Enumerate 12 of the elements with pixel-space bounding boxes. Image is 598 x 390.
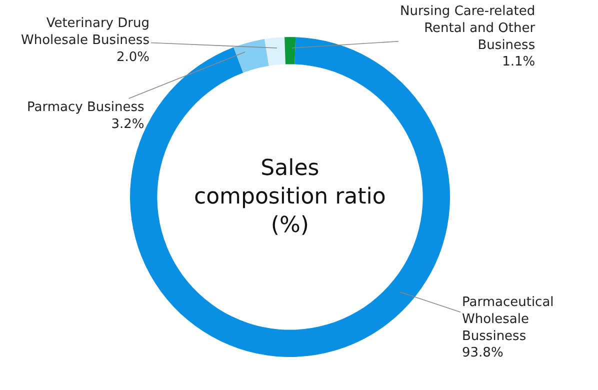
data-label: 1.1% [502,54,536,70]
data-label: 93.8% [462,346,504,361]
donut-slice [234,39,269,73]
data-label: 3.2% [111,116,144,132]
donut-slice [264,37,286,66]
text: Sales composition ratio (%) [194,156,386,238]
slice-label: Veterinary Drug Wholesale Business [21,16,150,48]
donut-slice [284,37,296,64]
data-label: 2.0% [116,50,150,65]
slice-label: Nursing Care-related Rental and Other Business [400,4,536,53]
slice-label: Parmacy Business [27,100,144,115]
slice-label: Parmaceutical Wholesale Bussiness [462,295,554,344]
